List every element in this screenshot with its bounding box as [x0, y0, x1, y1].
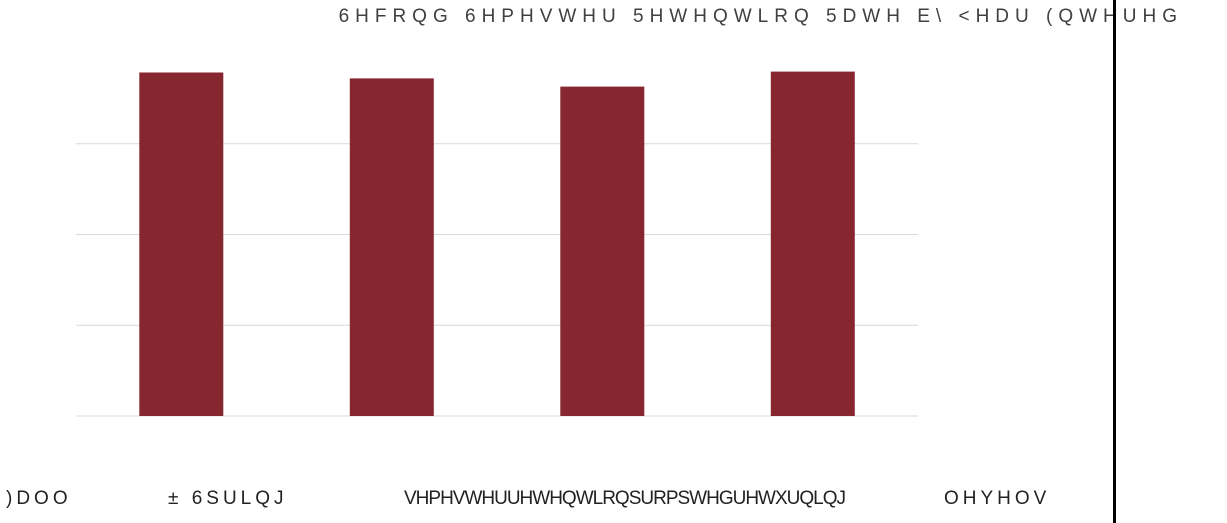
chart-title: 6HFRQG 6HPHVWHU 5HWHQWLRQ 5DWH E\ <HDU (… — [338, 6, 1183, 27]
footnote: )DOO ± 6SULQJ VHPHVWHUUHWHQWLRQSURPSWHGU… — [0, 488, 1222, 518]
bar-2 — [349, 78, 434, 417]
bar-1 — [139, 72, 224, 416]
bar-3 — [560, 86, 645, 416]
bar-4 — [770, 71, 855, 416]
footnote-part-4: OHYHOV — [944, 488, 1051, 509]
bars — [139, 71, 855, 417]
footnote-part-1: )DOO — [6, 488, 72, 509]
footnote-part-2: ± 6SULQJ — [168, 488, 288, 509]
vertical-divider — [1113, 0, 1116, 523]
footnote-part-3: VHPHVWHUUHWHQWLRQSURPSWHGUHWXUQLQJ — [404, 488, 846, 509]
